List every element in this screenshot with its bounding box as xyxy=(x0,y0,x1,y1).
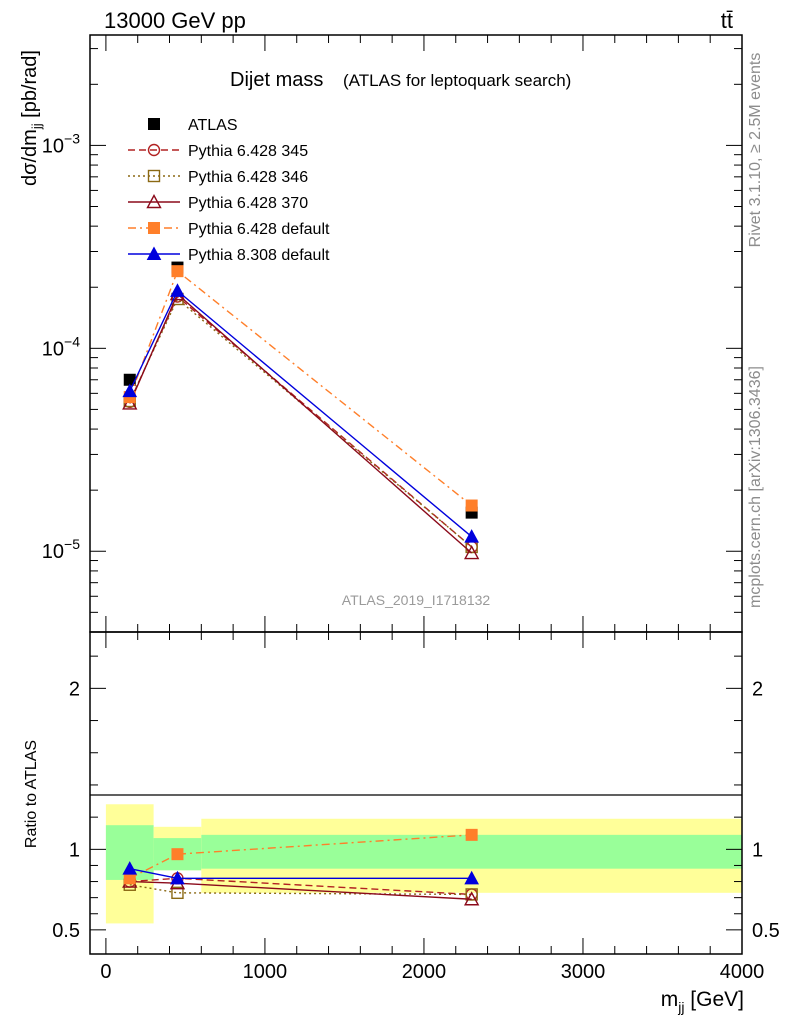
legend-label: Pythia 6.428 345 xyxy=(188,143,308,160)
legend-marker xyxy=(148,118,160,130)
chart-title: Dijet mass xyxy=(230,69,323,91)
series-line xyxy=(129,270,473,507)
ratio-y-tick-label: 1 xyxy=(69,839,80,861)
legend-label: Pythia 6.428 346 xyxy=(188,169,308,186)
legend-item-pythia-8-308-default: Pythia 8.308 default xyxy=(128,246,330,264)
data-point xyxy=(170,283,185,297)
mcplots-label: mcplots.cern.ch [arXiv:1306.3436] xyxy=(747,366,764,608)
analysis-watermark: ATLAS_2019_I1718132 xyxy=(342,592,491,608)
legend-marker xyxy=(148,222,160,234)
series-pythia-6-428-370 xyxy=(122,286,480,560)
y-tick-label: 10−5 xyxy=(42,536,80,563)
x-tick-label: 2000 xyxy=(402,961,447,983)
data-point xyxy=(464,529,479,543)
chart-subtitle: (ATLAS for leptoquark search) xyxy=(343,71,571,90)
legend-item-pythia-6-428-370: Pythia 6.428 370 xyxy=(128,194,308,212)
legend-item-pythia-6-428-default: Pythia 6.428 default xyxy=(128,221,330,238)
ratio-point xyxy=(465,828,478,841)
series-line xyxy=(129,297,473,548)
main-panel: 10−5 10−4 10−3 Dijet mass (ATLAS for lepto… xyxy=(19,34,743,633)
series-pythia-8-308-default xyxy=(122,283,479,543)
x-tick-label: 1000 xyxy=(243,961,288,983)
legend-marker xyxy=(146,246,162,260)
rivet-label: Rivet 3.1.10, ≥ 2.5M events xyxy=(747,53,764,248)
ratio-point xyxy=(170,870,185,885)
ratio-series-pythia-8-308-default xyxy=(122,861,479,885)
ratio-point xyxy=(171,848,184,861)
legend-item-pythia-6-428-346: Pythia 6.428 346 xyxy=(128,169,308,186)
main-y-axis-label: dσ/dmjj [pb/rad] xyxy=(19,50,44,186)
legend-label: Pythia 6.428 default xyxy=(188,221,330,238)
ratio-point xyxy=(464,870,479,885)
series-pythia-6-428-345 xyxy=(123,290,478,554)
ratio-line xyxy=(129,884,472,896)
legend: ATLAS Pythia 6.428 345 Pythia 6.428 346 Pyt… xyxy=(128,117,330,264)
ratio-point xyxy=(122,861,138,875)
process-label: tt̄ xyxy=(721,8,733,33)
x-tick-label: 0 xyxy=(100,961,111,983)
series-line xyxy=(129,289,473,538)
legend-marker xyxy=(147,169,161,183)
series-pythia-6-428-346 xyxy=(123,292,478,554)
data-point xyxy=(122,383,138,398)
ratio-y-tick-label-right: 1 xyxy=(752,839,763,861)
energy-label: 13000 GeV pp xyxy=(104,8,246,33)
ratio-y-tick-label: 2 xyxy=(69,678,80,700)
y-tick-label: 10−3 xyxy=(42,130,80,157)
ratio-point xyxy=(465,888,478,901)
ratio-y-axis-label: Ratio to ATLAS xyxy=(23,740,40,848)
ratio-panel: 0.5 0.5 1 1 2 2 0 1000 2000 3000 4000 Ratio to ATL… xyxy=(23,631,780,1015)
x-tick-label: 4000 xyxy=(720,961,765,983)
legend-item-pythia-6-428-345: Pythia 6.428 345 xyxy=(128,143,308,160)
legend-label: Pythia 6.428 370 xyxy=(188,195,308,212)
legend-marker xyxy=(147,143,161,157)
legend-label: ATLAS xyxy=(188,117,238,134)
x-tick-label: 3000 xyxy=(561,961,606,983)
ratio-y-tick-label-right: 0.5 xyxy=(752,920,780,942)
legend-marker xyxy=(146,194,162,209)
data-point xyxy=(465,499,478,512)
x-axis-label: mjj [GeV] xyxy=(661,988,744,1015)
ratio-y-tick-label: 0.5 xyxy=(52,920,80,942)
data-point xyxy=(171,265,184,278)
ratio-frame xyxy=(89,631,743,955)
y-tick-label: 10−4 xyxy=(42,333,80,360)
series-line xyxy=(129,295,473,548)
ratio-y-tick-label-right: 2 xyxy=(752,678,763,700)
legend-item-atlas: ATLAS xyxy=(148,117,238,134)
data-point xyxy=(463,545,480,560)
series-line xyxy=(129,292,473,554)
ratio-point xyxy=(171,886,184,900)
ratio-point xyxy=(463,891,480,906)
legend-label: Pythia 8.308 default xyxy=(188,247,330,264)
